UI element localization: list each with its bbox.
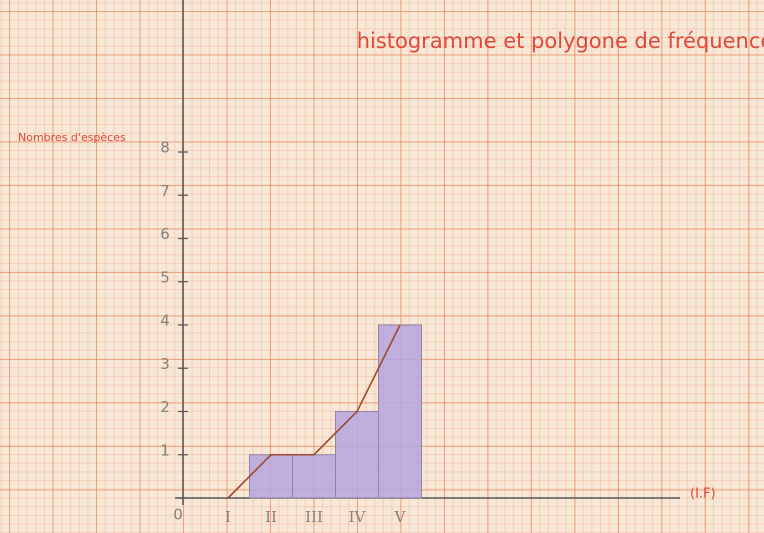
bar xyxy=(335,411,379,499)
bar xyxy=(249,454,293,499)
bar xyxy=(292,454,336,499)
y-tick-label: 0 xyxy=(173,506,183,524)
y-tick-label: 2 xyxy=(160,398,170,416)
y-tick-label: 7 xyxy=(160,182,170,200)
y-tick-label: 5 xyxy=(160,268,170,286)
x-tick-label: II xyxy=(265,508,277,526)
y-tick-label: 1 xyxy=(160,441,170,459)
chart-title: histogramme et polygone de fréquence xyxy=(357,29,764,53)
frequency-polygon xyxy=(227,324,401,499)
y-axis-label: Nombres d'espèces xyxy=(18,131,126,144)
x-tick-label: I xyxy=(225,508,231,526)
y-tick-label: 4 xyxy=(160,312,170,330)
y-tick-label: 6 xyxy=(160,225,170,243)
x-tick-label: III xyxy=(305,508,323,526)
y-tick-label: 8 xyxy=(160,139,170,157)
bar xyxy=(378,324,422,499)
x-tick-label: IV xyxy=(349,508,367,526)
y-tick-label: 3 xyxy=(160,355,170,373)
x-axis-label: (I.F) xyxy=(690,487,716,502)
x-tick-label: V xyxy=(394,508,407,526)
